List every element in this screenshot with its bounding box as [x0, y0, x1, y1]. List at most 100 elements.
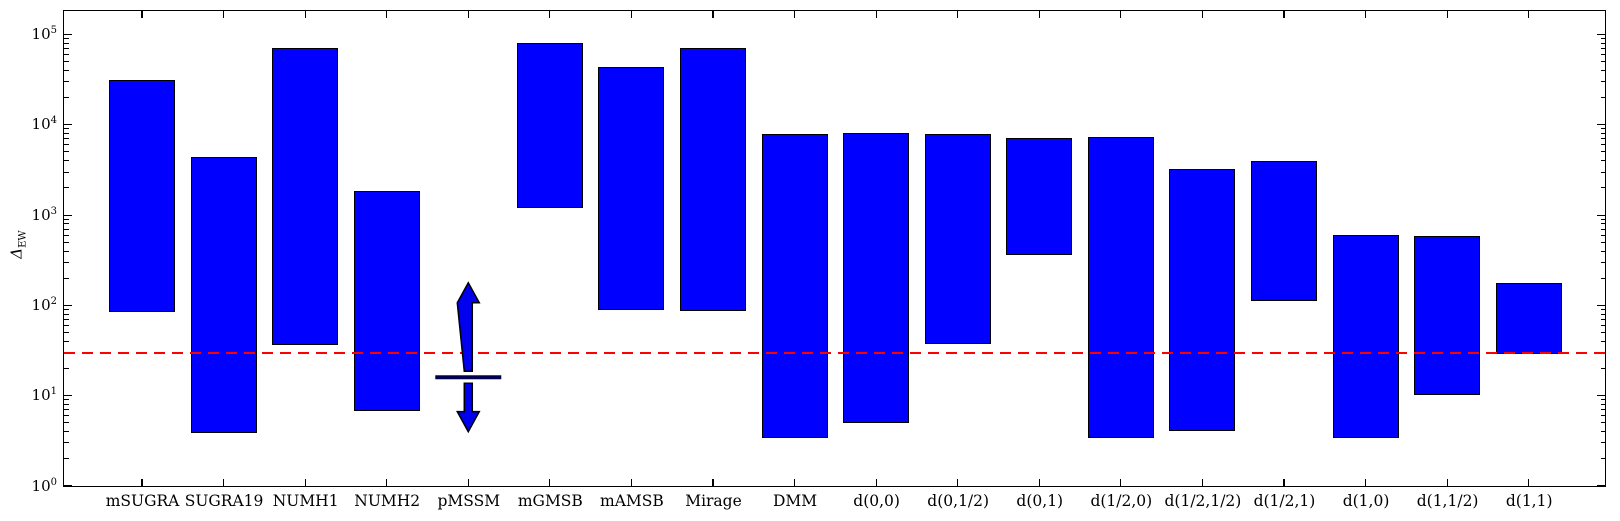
- y-minor-tick-left: [64, 47, 69, 49]
- x-tick-top-d-0-0: [875, 11, 877, 18]
- x-tick-bottom-d-0-1-2: [957, 479, 959, 486]
- y-minor-tick-left: [64, 228, 69, 230]
- y-minor-tick-right: [1600, 160, 1605, 162]
- x-tick-bottom-d-1-1-2: [1446, 479, 1448, 486]
- x-tick-bottom-d-1-2-1: [1283, 479, 1285, 486]
- x-tick-label-numh1: NUMH1: [272, 492, 339, 510]
- y-minor-tick-right: [1600, 340, 1605, 342]
- y-minor-tick-right: [1600, 38, 1605, 40]
- x-tick-label-msugra: mSUGRA: [105, 492, 180, 510]
- y-minor-tick-left: [64, 81, 69, 83]
- y-minor-tick-right: [1600, 422, 1605, 424]
- y-minor-tick-right: [1600, 234, 1605, 236]
- y-minor-tick-left: [64, 313, 69, 315]
- range-bar-numh1: [272, 48, 339, 346]
- x-tick-label-d-1-1: d(1,1): [1505, 492, 1553, 510]
- range-bar-msugra: [109, 80, 175, 312]
- y-tick-label-10e3: 103: [31, 205, 57, 224]
- y-minor-tick-right: [1600, 309, 1605, 311]
- y-minor-tick-left: [64, 403, 69, 405]
- y-minor-tick-left: [64, 38, 69, 40]
- range-bar-mirage: [679, 48, 746, 311]
- y-axis-title: ΔEW: [8, 215, 29, 275]
- y-minor-tick-right: [1600, 128, 1605, 130]
- y-minor-tick-right: [1600, 431, 1605, 433]
- y-minor-tick-left: [64, 69, 69, 71]
- y-minor-tick-left: [64, 133, 69, 135]
- y-minor-tick-left: [64, 415, 69, 417]
- pmssm-down-arrow: [456, 382, 481, 434]
- x-tick-top-d-0-1: [1038, 11, 1040, 18]
- y-minor-tick-left: [64, 409, 69, 411]
- x-tick-bottom-d-0-1: [1038, 479, 1040, 486]
- y-minor-tick-right: [1600, 313, 1605, 315]
- y-minor-tick-left: [64, 223, 69, 225]
- range-bar-d-1-0: [1332, 235, 1399, 438]
- x-tick-top-dmm: [793, 11, 796, 18]
- range-bar-d-1-2-1: [1250, 160, 1317, 301]
- y-minor-tick-right: [1600, 144, 1605, 146]
- x-tick-top-d-0-1-2: [957, 11, 959, 18]
- y-minor-tick-left: [64, 277, 69, 279]
- pmssm-up-arrow: [456, 281, 481, 373]
- y-minor-tick-left: [64, 151, 69, 153]
- x-tick-label-mamsb: mAMSB: [600, 492, 664, 510]
- y-minor-tick-left: [64, 218, 69, 220]
- x-tick-label-numh2: NUMH2: [354, 492, 421, 510]
- y-axis-subscript: EW: [17, 230, 29, 248]
- y-minor-tick-left: [64, 324, 69, 326]
- y-major-tick-left: [64, 395, 72, 397]
- y-minor-tick-left: [64, 422, 69, 424]
- range-bar-d-1-2-0: [1087, 137, 1154, 438]
- x-tick-top-d-1-0: [1364, 11, 1367, 18]
- y-minor-tick-right: [1600, 42, 1605, 44]
- y-minor-tick-left: [64, 399, 69, 401]
- y-minor-tick-left: [64, 61, 69, 63]
- x-tick-top-d-1-1: [1528, 11, 1530, 18]
- x-tick-bottom-d-0-0: [875, 479, 877, 486]
- x-tick-bottom-dmm: [793, 479, 796, 486]
- range-bar-dmm: [761, 133, 828, 438]
- x-tick-label-pmssm: pMSSM: [437, 492, 501, 510]
- y-minor-tick-left: [64, 261, 69, 263]
- y-minor-tick-right: [1600, 151, 1605, 153]
- y-minor-tick-right: [1600, 332, 1605, 334]
- y-minor-tick-right: [1600, 442, 1605, 444]
- x-tick-label-mirage: Mirage: [685, 492, 742, 510]
- y-minor-tick-right: [1600, 458, 1605, 460]
- y-minor-tick-right: [1600, 228, 1605, 230]
- y-minor-tick-right: [1600, 138, 1605, 140]
- y-minor-tick-left: [64, 128, 69, 130]
- y-minor-tick-left: [64, 234, 69, 236]
- x-tick-label-d-0-1-2: d(0,1/2): [927, 492, 990, 510]
- y-minor-tick-left: [64, 309, 69, 311]
- y-minor-tick-right: [1600, 223, 1605, 225]
- y-minor-tick-right: [1600, 218, 1605, 220]
- y-major-tick-left: [64, 214, 72, 216]
- y-minor-tick-left: [64, 241, 69, 243]
- y-minor-tick-left: [64, 368, 69, 370]
- y-minor-tick-right: [1600, 318, 1605, 320]
- y-minor-tick-right: [1600, 277, 1605, 279]
- y-minor-tick-right: [1600, 415, 1605, 417]
- x-tick-top-pmssm: [467, 11, 469, 18]
- x-tick-top-mirage: [712, 11, 714, 18]
- x-tick-label-dmm: DMM: [772, 492, 818, 510]
- y-tick-label-10e1: 101: [31, 386, 57, 405]
- y-major-tick-right: [1597, 33, 1605, 36]
- y-major-tick-right: [1597, 304, 1605, 306]
- x-tick-top-d-1-2-0: [1120, 11, 1122, 18]
- y-major-tick-right: [1597, 214, 1605, 216]
- y-major-tick-left: [64, 485, 72, 487]
- range-bar-d-0-0: [843, 133, 910, 423]
- y-minor-tick-right: [1600, 47, 1605, 49]
- x-tick-top-d-1-2-1: [1283, 11, 1285, 18]
- y-minor-tick-right: [1600, 61, 1605, 63]
- x-tick-top-msugra: [141, 11, 143, 18]
- y-major-tick-right: [1597, 485, 1605, 487]
- y-minor-tick-right: [1600, 81, 1605, 83]
- y-major-tick-right: [1597, 395, 1605, 397]
- x-tick-bottom-numh2: [386, 479, 388, 486]
- y-tick-label-10e5: 105: [31, 25, 57, 44]
